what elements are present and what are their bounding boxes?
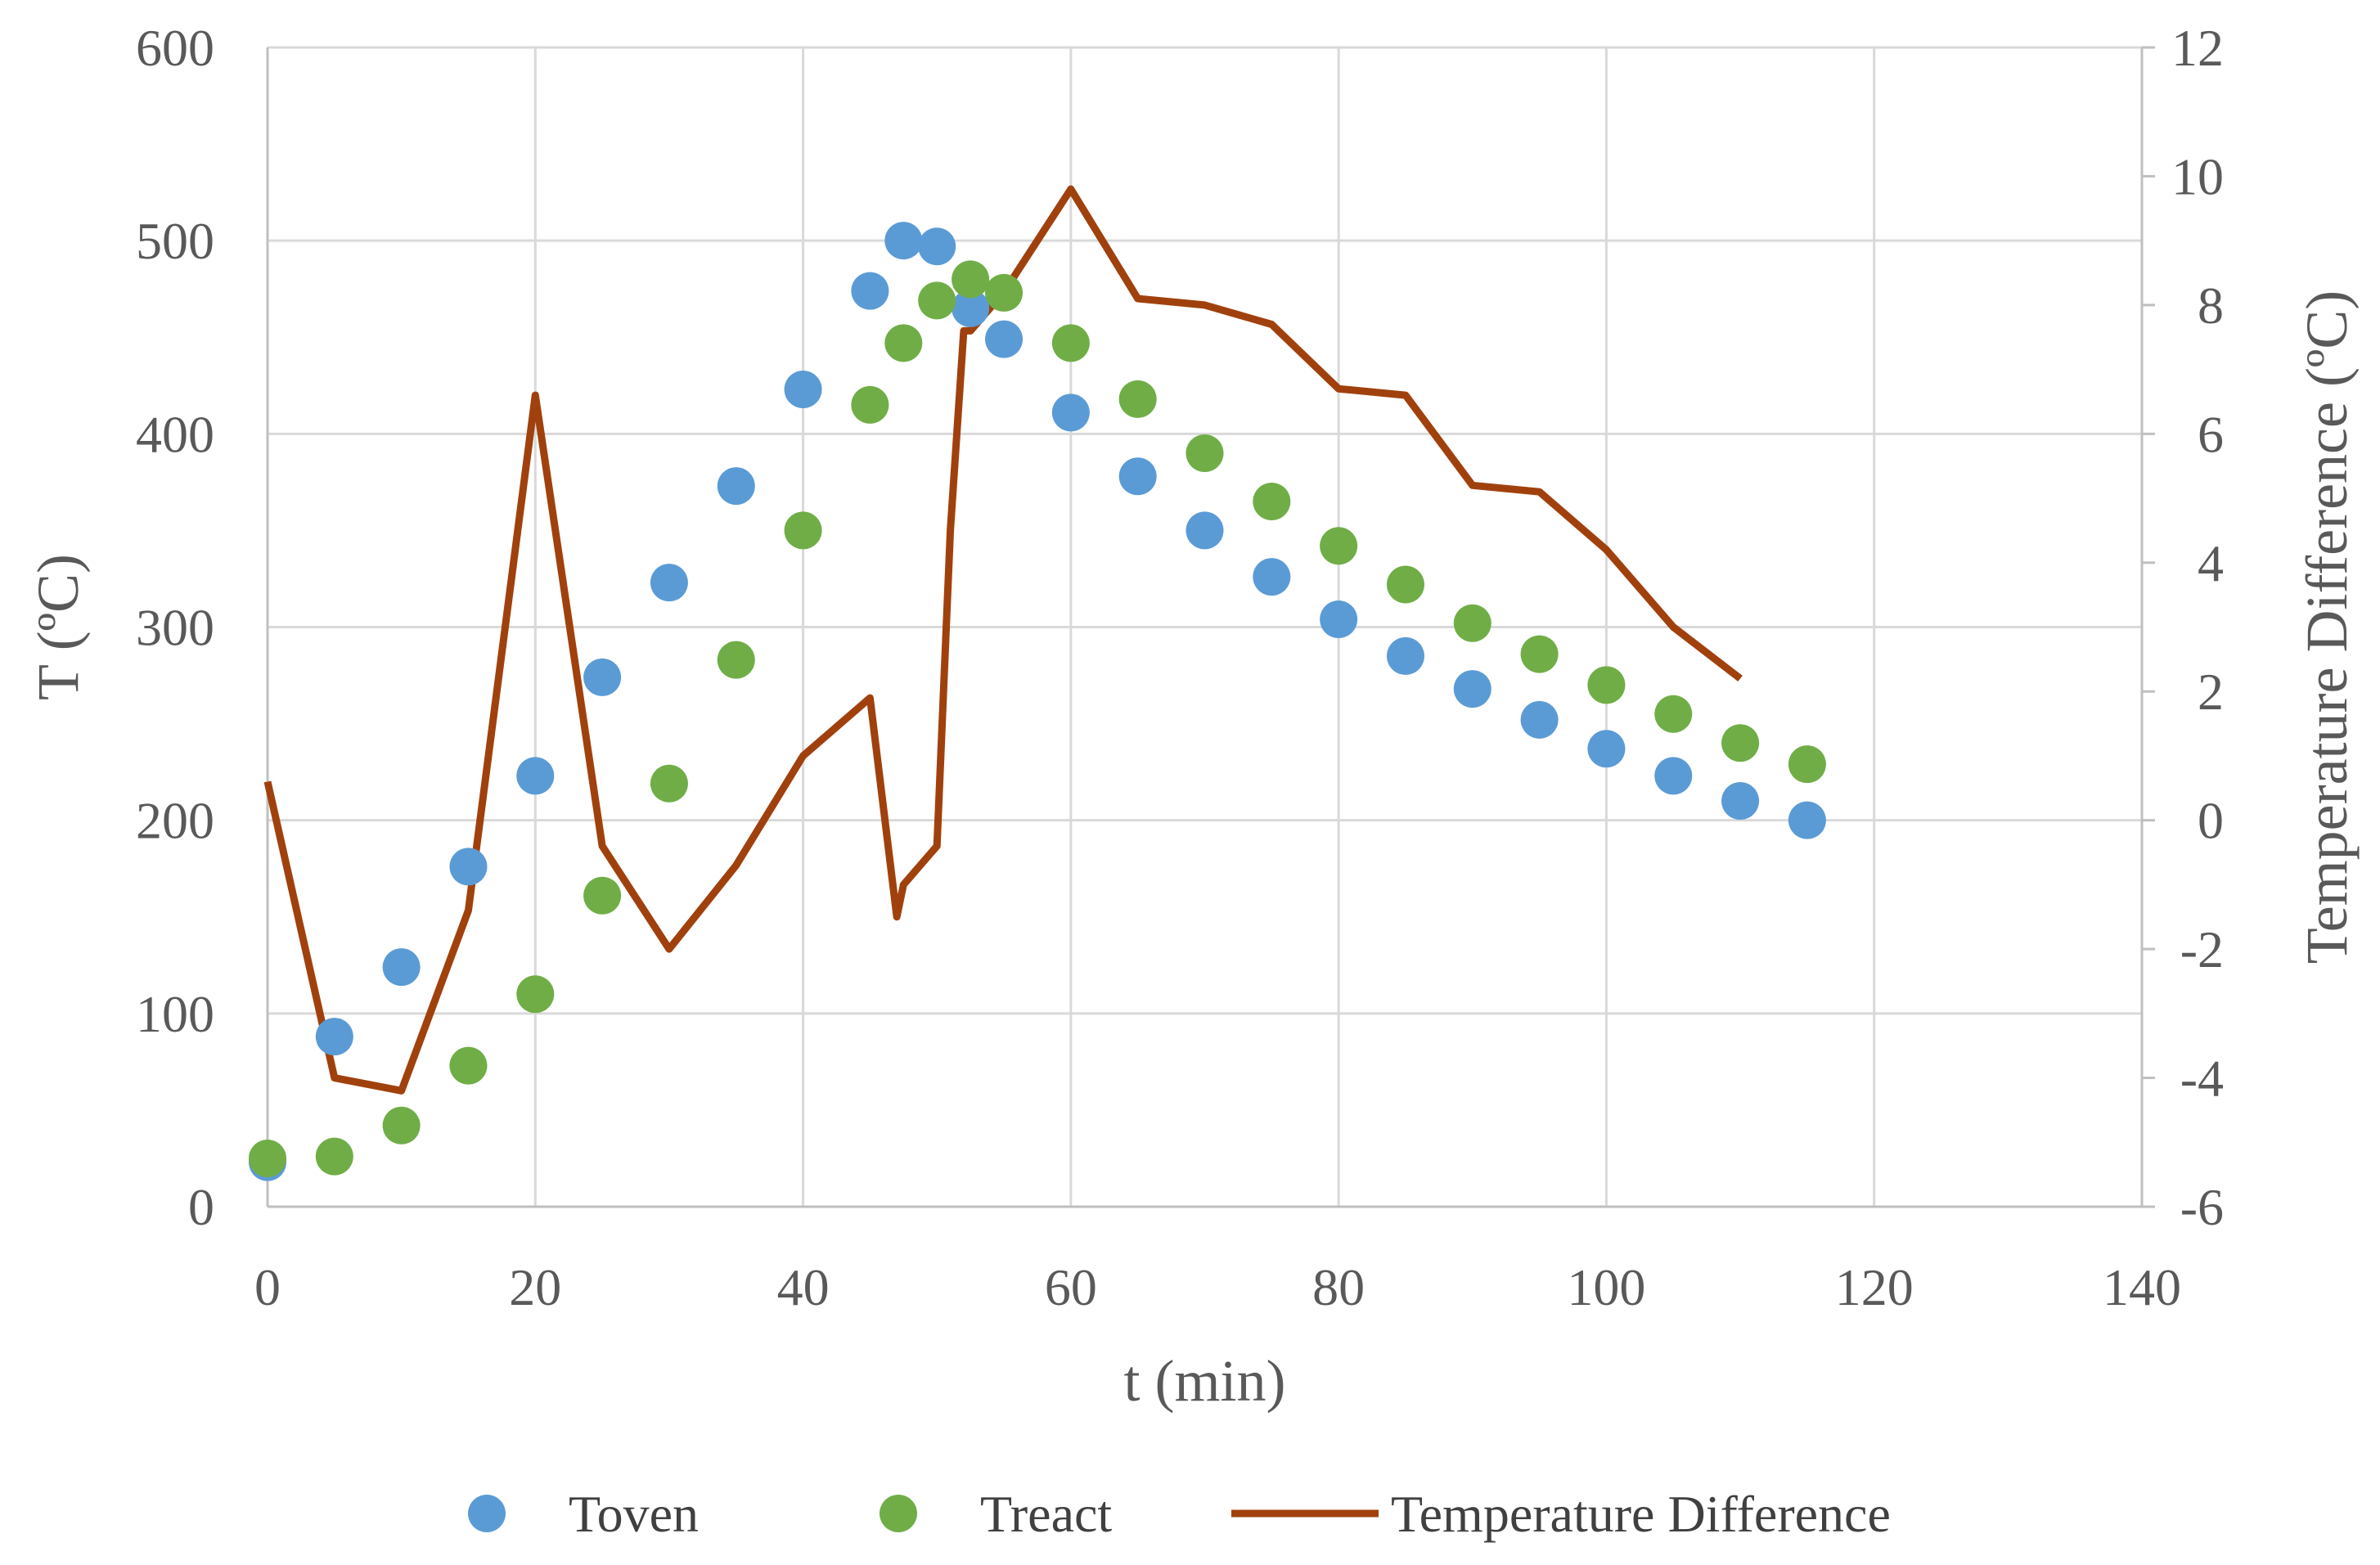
- x-tick-label: 20: [509, 1258, 561, 1316]
- x-tick-label: 120: [1835, 1258, 1914, 1316]
- data-point-treact: [952, 260, 990, 299]
- data-point-treact: [650, 764, 688, 803]
- data-point-treact: [851, 385, 889, 424]
- y-tick-label: 0: [188, 1178, 214, 1236]
- y-tick-label: 100: [136, 985, 214, 1043]
- data-marks: [249, 185, 1826, 1181]
- data-point-treact: [249, 1139, 286, 1177]
- x-tick-label: 0: [254, 1258, 281, 1316]
- data-point-treact: [884, 324, 923, 362]
- data-point-treact: [1253, 482, 1291, 520]
- data-point-toven: [315, 1018, 353, 1056]
- x-tick-label: 80: [1312, 1258, 1365, 1316]
- data-point-toven: [1453, 670, 1491, 708]
- data-point-treact: [1721, 724, 1760, 762]
- data-point-treact: [918, 281, 956, 320]
- y-tick-label: 500: [136, 212, 214, 270]
- x-axis-title: t (min): [1124, 1348, 1286, 1414]
- data-point-toven: [784, 371, 822, 409]
- data-point-toven: [1118, 457, 1157, 496]
- series-line-temperature-difference: [263, 185, 1743, 1095]
- data-point-toven: [650, 564, 688, 602]
- data-point-treact: [1051, 324, 1090, 362]
- y-tick-label: 600: [136, 19, 214, 77]
- y2-tick-label: 0: [2198, 792, 2224, 850]
- data-point-toven: [516, 757, 555, 795]
- data-point-toven: [583, 658, 622, 696]
- y2-tick-label: 10: [2171, 147, 2224, 205]
- y2-axis-title: Temperature Difference (ºC): [2294, 290, 2360, 965]
- data-point-treact: [1186, 434, 1224, 472]
- data-point-treact: [1788, 745, 1826, 784]
- y-axis-title: T (ºC): [25, 554, 91, 700]
- data-point-treact: [382, 1106, 421, 1145]
- data-point-toven: [1788, 801, 1826, 839]
- x-tick-label: 140: [2103, 1258, 2181, 1316]
- axes: 0 20 40 60 80 100 120 1400100200300400500600-6-…: [25, 19, 2360, 1414]
- y2-tick-label: 6: [2198, 405, 2224, 463]
- legend-label-treact: Treact: [980, 1485, 1112, 1543]
- y2-tick-label: -4: [2180, 1050, 2224, 1108]
- y2-tick-label: 4: [2198, 534, 2224, 592]
- data-point-treact: [449, 1046, 488, 1085]
- data-point-treact: [784, 511, 822, 550]
- data-point-treact: [583, 876, 622, 915]
- legend: Toven Treact Temperature Difference: [468, 1485, 1891, 1543]
- data-point-toven: [382, 948, 421, 987]
- data-point-treact: [1453, 604, 1491, 642]
- x-tick-label: 60: [1045, 1258, 1097, 1316]
- y2-tick-label: 12: [2171, 19, 2224, 77]
- data-point-treact: [1587, 666, 1626, 704]
- data-point-treact: [1118, 380, 1157, 418]
- data-point-treact: [1654, 695, 1693, 733]
- data-point-treact: [717, 641, 755, 679]
- y2-tick-label: 8: [2198, 277, 2224, 335]
- data-point-toven: [851, 272, 889, 310]
- y-tick-label: 200: [136, 792, 214, 850]
- data-point-treact: [985, 273, 1024, 312]
- data-point-toven: [449, 848, 488, 886]
- x-tick-label: 40: [777, 1258, 830, 1316]
- legend-label-temperature-difference: Temperature Difference: [1391, 1485, 1891, 1543]
- data-point-treact: [1386, 565, 1424, 604]
- data-point-toven: [1386, 636, 1424, 675]
- legend-swatch-treact: [880, 1495, 917, 1532]
- data-point-toven: [1587, 730, 1626, 768]
- data-point-toven: [1320, 600, 1358, 639]
- data-point-treact: [1320, 527, 1358, 565]
- data-point-treact: [315, 1137, 353, 1176]
- data-point-toven: [717, 467, 755, 506]
- y-tick-label: 300: [136, 599, 214, 657]
- legend-swatch-toven: [468, 1495, 506, 1532]
- data-point-treact: [1520, 635, 1559, 673]
- data-point-toven: [1253, 558, 1291, 596]
- y2-tick-label: -2: [2180, 920, 2224, 978]
- data-point-toven: [884, 222, 923, 260]
- data-point-toven: [1654, 757, 1693, 795]
- data-point-toven: [952, 289, 990, 327]
- y2-tick-label: -6: [2180, 1178, 2224, 1236]
- y2-tick-label: 2: [2198, 663, 2224, 721]
- legend-label-toven: Toven: [569, 1485, 699, 1543]
- x-tick-label: 100: [1567, 1258, 1645, 1316]
- y-tick-label: 400: [136, 405, 214, 463]
- data-point-treact: [516, 975, 555, 1014]
- data-point-toven: [1186, 511, 1224, 550]
- data-point-toven: [985, 320, 1024, 358]
- data-point-toven: [918, 227, 956, 266]
- data-point-toven: [1721, 782, 1760, 821]
- data-point-toven: [1520, 700, 1559, 739]
- data-point-toven: [1051, 393, 1090, 432]
- grid: [266, 46, 2144, 1208]
